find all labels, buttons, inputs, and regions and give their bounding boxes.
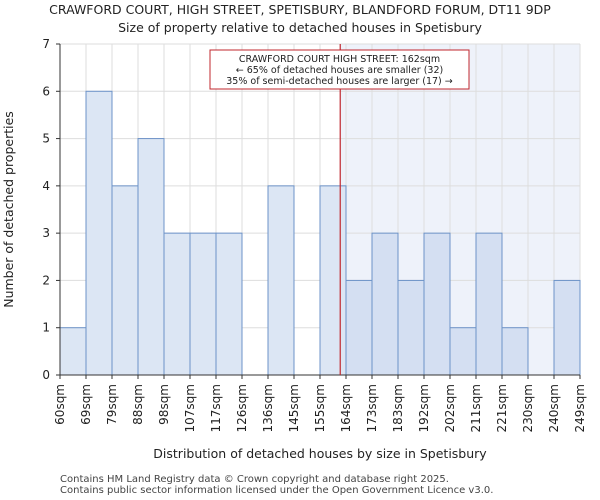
- x-tick-label: 117sqm: [209, 384, 223, 432]
- y-axis-label: Number of detached properties: [1, 111, 16, 308]
- y-tick-label: 6: [42, 84, 50, 98]
- x-tick-label: 145sqm: [287, 384, 301, 432]
- x-tick-label: 173sqm: [365, 384, 379, 432]
- bar: [553, 279, 581, 376]
- x-tick-label: 88sqm: [131, 384, 145, 425]
- footer-line-2: Contains public sector information licen…: [60, 485, 494, 496]
- bar: [449, 327, 477, 376]
- bar: [319, 185, 347, 376]
- x-tick-label: 136sqm: [261, 384, 275, 432]
- x-tick-label: 221sqm: [495, 384, 509, 432]
- y-ticks: 0 1 2 3 4 5 6 7: [42, 37, 60, 382]
- bar: [475, 232, 503, 376]
- x-tick-label: 107sqm: [183, 384, 197, 432]
- bar: [267, 185, 295, 376]
- bar: [111, 185, 139, 376]
- x-tick-label: 79sqm: [105, 384, 119, 425]
- y-tick-label: 1: [42, 321, 50, 335]
- x-tick-label: 192sqm: [417, 384, 431, 432]
- y-tick-label: 5: [42, 132, 50, 146]
- x-tick-label: 202sqm: [443, 384, 457, 432]
- bar: [345, 279, 373, 376]
- bar: [371, 232, 399, 376]
- y-tick-label: 0: [42, 368, 50, 382]
- chart-title: CRAWFORD COURT, HIGH STREET, SPETISBURY,…: [49, 2, 551, 17]
- x-tick-label: 183sqm: [391, 384, 405, 432]
- x-tick-label: 249sqm: [573, 384, 587, 432]
- bar: [85, 90, 113, 376]
- x-tick-label: 69sqm: [79, 384, 93, 425]
- annotation-line-2: ← 65% of detached houses are smaller (32…: [236, 65, 443, 76]
- x-tick-label: 164sqm: [339, 384, 353, 432]
- bar: [163, 232, 191, 376]
- chart-subtitle: Size of property relative to detached ho…: [118, 20, 482, 35]
- x-tick-label: 240sqm: [547, 384, 561, 432]
- bars: [59, 90, 581, 376]
- bar: [501, 327, 529, 376]
- y-tick-label: 3: [42, 226, 50, 240]
- annotation-box: [209, 49, 470, 90]
- x-tick-label: 230sqm: [521, 384, 535, 432]
- x-tick-label: 98sqm: [157, 384, 171, 425]
- bar: [137, 138, 165, 376]
- x-axis-label: Distribution of detached houses by size …: [153, 446, 487, 461]
- y-tick-label: 2: [42, 273, 50, 287]
- bar: [59, 327, 87, 376]
- bar: [397, 279, 425, 376]
- y-tick-label: 4: [42, 179, 50, 193]
- x-tick-label: 126sqm: [235, 384, 249, 432]
- x-ticks: 60sqm 69sqm 79sqm 88sqm 98sqm 107sqm 117sqm 126…: [53, 375, 587, 432]
- annotation-line-1: CRAWFORD COURT HIGH STREET: 162sqm: [239, 54, 440, 65]
- bar: [215, 232, 243, 376]
- annotation-line-3: 35% of semi-detached houses are larger (…: [226, 76, 453, 87]
- bar: [189, 232, 217, 376]
- x-tick-label: 211sqm: [469, 384, 483, 432]
- x-tick-label: 60sqm: [53, 384, 67, 425]
- x-tick-label: 155sqm: [313, 384, 327, 432]
- bar: [423, 232, 451, 376]
- y-tick-label: 7: [42, 37, 50, 51]
- footer-line-1: Contains HM Land Registry data © Crown c…: [60, 474, 449, 485]
- property-annotation: CRAWFORD COURT HIGH STREET: 162sqm ← 65%…: [209, 49, 470, 90]
